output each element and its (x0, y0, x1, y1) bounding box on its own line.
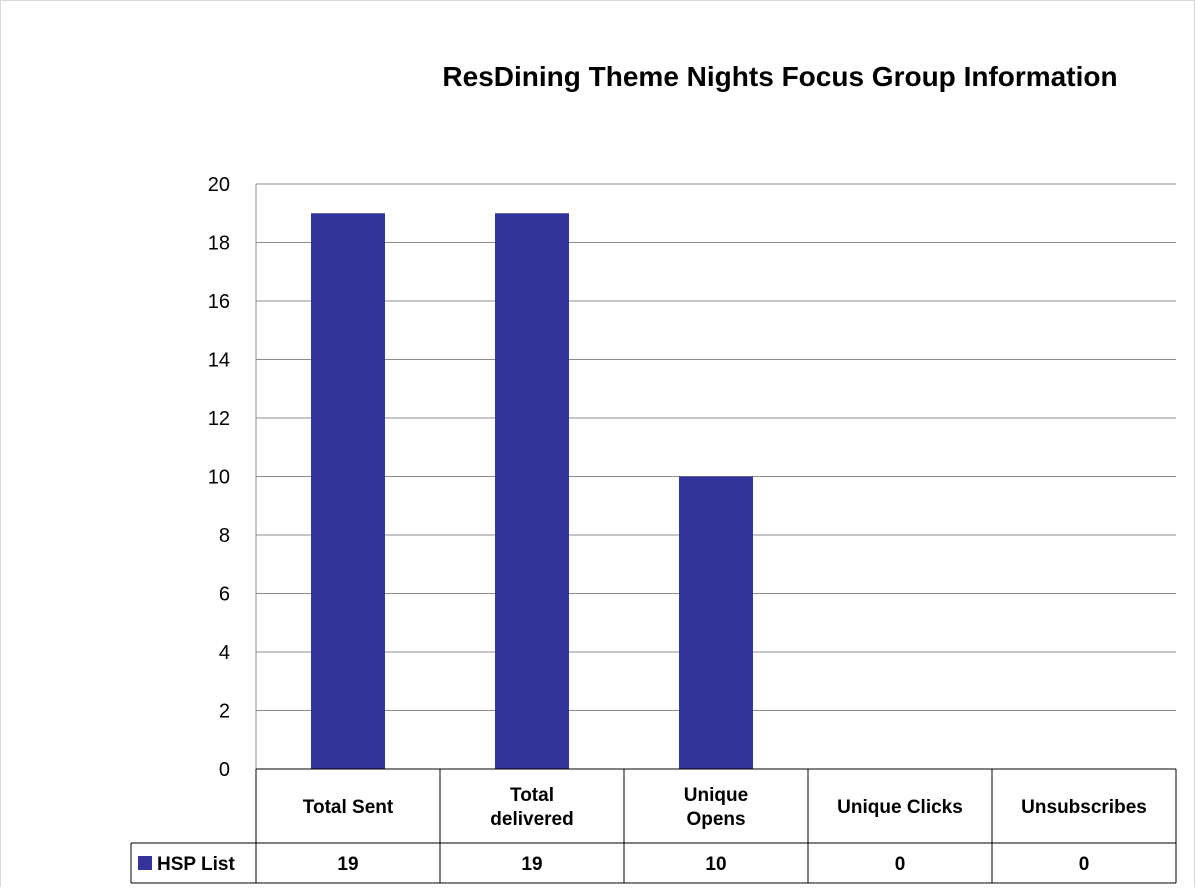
y-tick-label: 4 (219, 642, 230, 664)
x-tick-label: Unique (684, 785, 748, 806)
legend-label: HSP List (157, 854, 235, 875)
y-tick-label: 6 (219, 584, 230, 606)
bar (495, 213, 569, 769)
y-tick-label: 18 (208, 233, 230, 255)
legend-swatch (138, 856, 152, 870)
data-label: 0 (1079, 854, 1090, 875)
y-axis-ticks: 0 2 4 6 8 10 12 14 16 18 20 (208, 174, 230, 781)
x-tick-label: delivered (490, 809, 573, 830)
data-table: Total Sent Total delivered Unique Opens Uniqu… (130, 768, 1177, 884)
x-tick-label: Unique Clicks (837, 797, 963, 818)
x-tick-label: Total Sent (303, 797, 394, 818)
data-label: 19 (337, 854, 358, 875)
x-tick-label: Opens (686, 809, 745, 830)
x-tick-label: Unsubscribes (1021, 797, 1147, 818)
chart-title: ResDining Theme Nights Focus Group Infor… (442, 61, 1117, 92)
y-tick-label: 12 (208, 408, 230, 430)
y-tick-label: 2 (219, 701, 230, 723)
y-tick-label: 10 (208, 467, 230, 489)
bars (311, 213, 753, 769)
bar (311, 213, 385, 769)
y-tick-label: 0 (219, 759, 230, 781)
y-tick-label: 20 (208, 174, 230, 196)
y-tick-label: 14 (208, 350, 230, 372)
data-label: 0 (895, 854, 906, 875)
data-label: 10 (705, 854, 726, 875)
y-tick-label: 16 (208, 291, 230, 313)
x-tick-label: Total (510, 785, 554, 806)
bar (679, 476, 753, 769)
y-tick-label: 8 (219, 525, 230, 547)
data-label: 19 (521, 854, 542, 875)
